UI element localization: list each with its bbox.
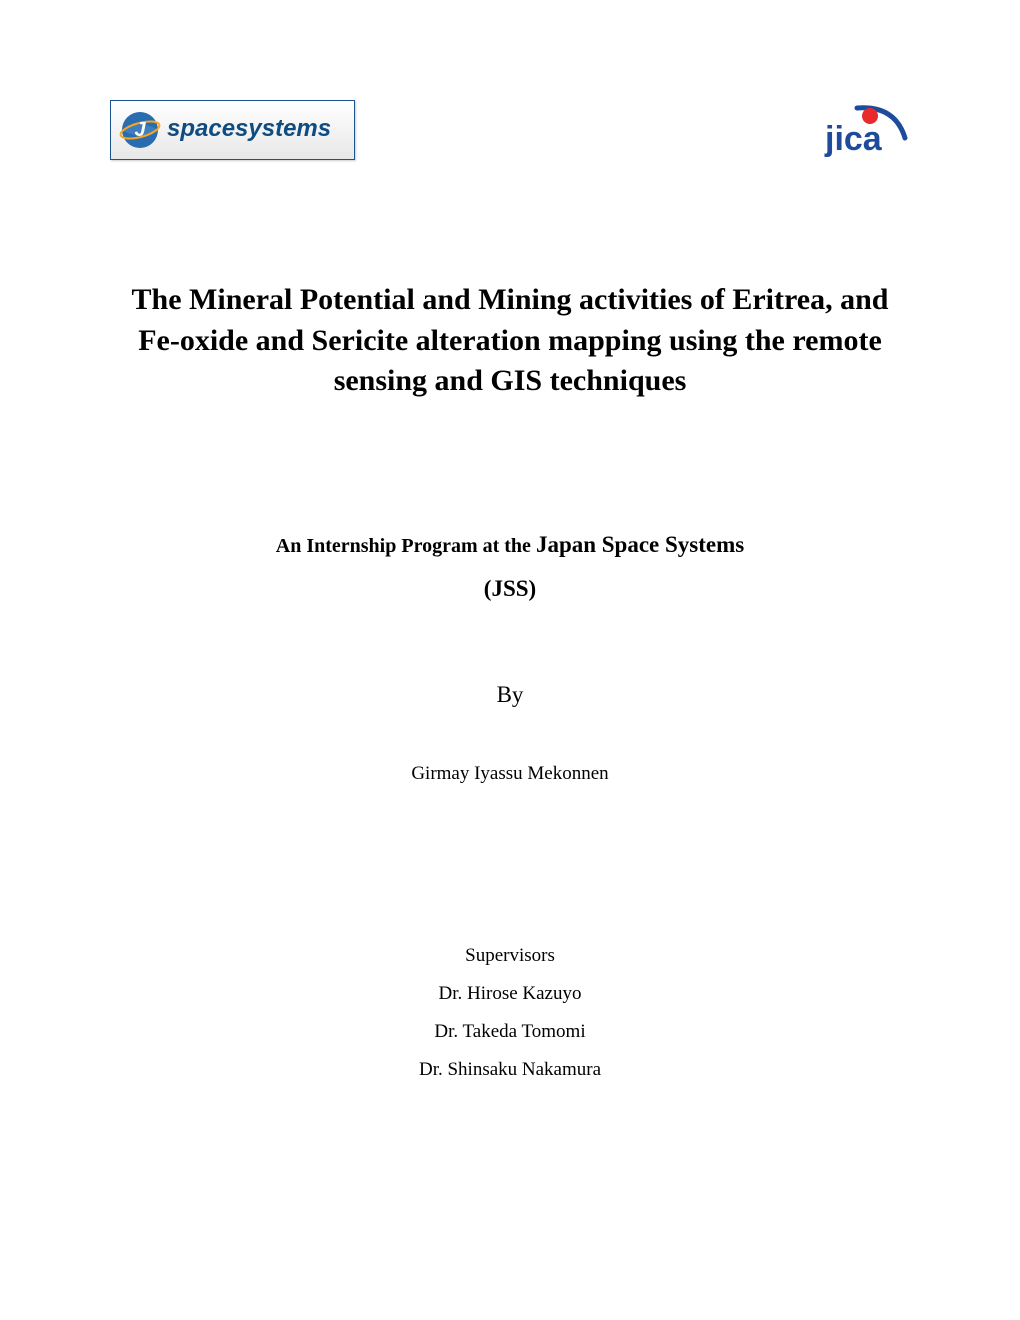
jica-logo: jica [815, 100, 910, 160]
svg-text:jica: jica [824, 120, 883, 158]
spacesystems-text: spacesystems [167, 108, 347, 153]
by-label: By [110, 682, 910, 708]
supervisors-label: Supervisors [110, 945, 910, 967]
subtitle-abbr: (JSS) [110, 576, 910, 602]
subtitle-prefix: An Internship Program at the [276, 535, 536, 557]
supervisor-name: Dr. Takeda Tomomi [110, 1021, 910, 1043]
subtitle-org: Japan Space Systems [536, 532, 744, 557]
subtitle-block: An Internship Program at the Japan Space… [110, 532, 910, 602]
supervisor-name: Dr. Shinsaku Nakamura [110, 1059, 910, 1081]
globe-icon: J [119, 109, 161, 151]
author-name: Girmay Iyassu Mekonnen [110, 763, 910, 785]
svg-text:spacesystems: spacesystems [167, 115, 331, 142]
subtitle-line: An Internship Program at the Japan Space… [110, 532, 910, 558]
svg-text:J: J [134, 119, 146, 141]
logo-row: J spacesystems jica [110, 100, 910, 160]
document-title: The Mineral Potential and Mining activit… [110, 280, 910, 402]
document-page: J spacesystems jica The Mineral Potentia… [0, 0, 1020, 1320]
supervisor-name: Dr. Hirose Kazuyo [110, 983, 910, 1005]
spacesystems-logo: J spacesystems [110, 100, 355, 160]
supervisors-block: Supervisors Dr. Hirose Kazuyo Dr. Takeda… [110, 945, 910, 1081]
